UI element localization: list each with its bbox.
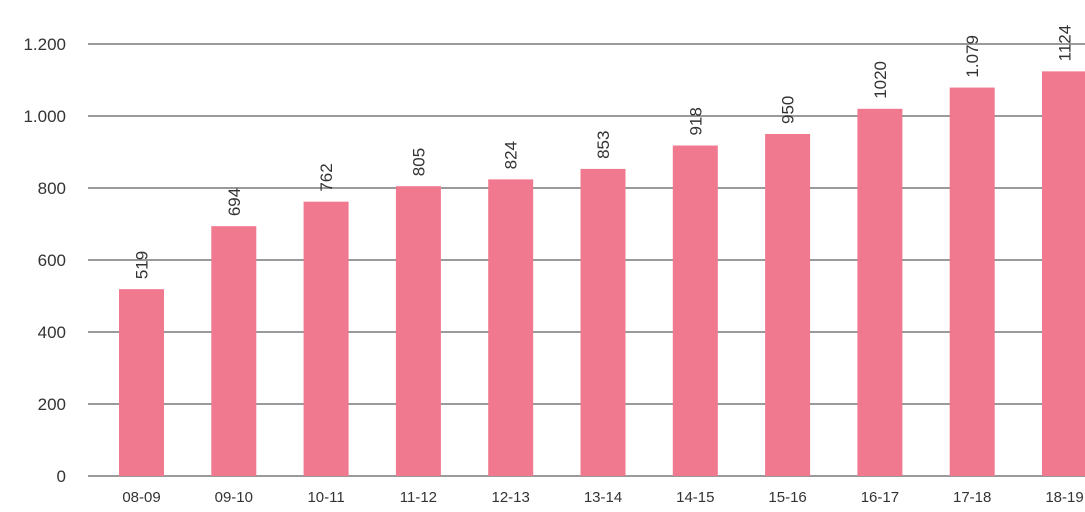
x-tick-label: 13-14 [584, 489, 622, 506]
x-tick-label: 16-17 [861, 489, 899, 506]
data-label: 1.079 [963, 35, 982, 78]
x-tick-label: 14-15 [676, 489, 714, 506]
x-tick-label: 11-12 [400, 489, 437, 506]
y-tick-label: 400 [38, 323, 66, 342]
y-tick-label: 1.000 [23, 107, 66, 126]
bar [395, 186, 441, 476]
data-label: 918 [686, 107, 705, 135]
x-tick-label: 18-19 [1045, 489, 1083, 506]
y-tick-label: 800 [38, 179, 66, 198]
x-axis-tick-labels: 08-09 09-10 10-11 11-12 12-13 13-14 14-15 15-16… [122, 489, 1083, 506]
bar [119, 289, 164, 476]
data-label: 853 [594, 131, 613, 159]
bar [672, 145, 718, 476]
x-tick-label: 15-16 [768, 489, 806, 506]
y-tick-label: 200 [38, 395, 66, 414]
bar [949, 87, 995, 476]
y-axis-tick-labels: 0 200 400 600 800 1.000 1.200 [23, 35, 66, 486]
y-tick-label: 600 [38, 251, 66, 270]
x-tick-label: 09-10 [215, 489, 253, 506]
y-tick-label: 1.200 [23, 35, 66, 54]
x-tick-label: 10-11 [307, 489, 344, 506]
data-label: 950 [779, 96, 798, 124]
bar [580, 168, 626, 477]
data-labels: 519 694 762 805 824 853 918 950 1020 1.079 1124 [133, 25, 1075, 279]
y-tick-label: 0 [57, 467, 66, 486]
bar [211, 226, 257, 476]
x-tick-label: 08-09 [122, 489, 160, 506]
bar [1042, 71, 1085, 477]
bar [857, 108, 903, 477]
bar [303, 201, 349, 476]
bar [765, 134, 811, 476]
data-label: 762 [317, 163, 336, 191]
data-label: 805 [409, 148, 428, 176]
data-label: 824 [502, 141, 521, 169]
data-label: 1124 [1056, 25, 1075, 62]
data-label: 519 [133, 251, 152, 279]
x-tick-label: 17-18 [953, 489, 991, 506]
x-tick-label: 12-13 [492, 489, 530, 506]
bars [119, 71, 1085, 477]
data-label: 694 [225, 188, 244, 216]
bar [488, 179, 534, 477]
data-label: 1020 [871, 61, 890, 99]
